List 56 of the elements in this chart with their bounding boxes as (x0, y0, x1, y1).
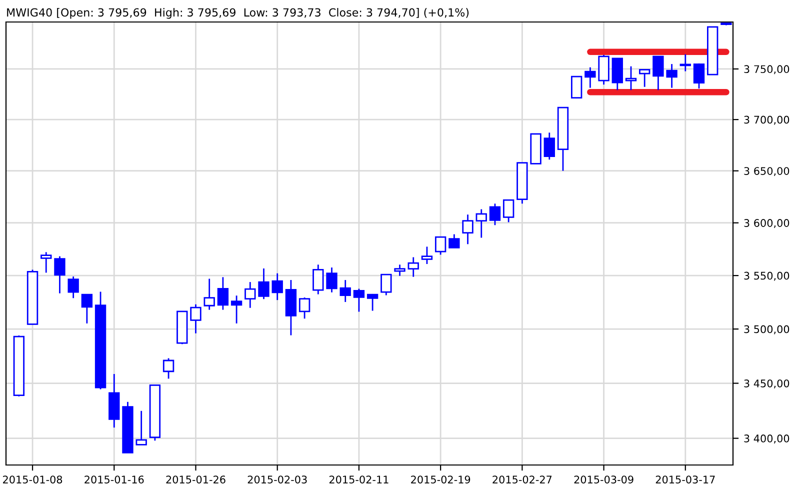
candlestick (54, 256, 66, 294)
candlestick (204, 278, 215, 310)
candlestick (366, 293, 378, 312)
candlestick (81, 294, 93, 324)
candlestick (258, 268, 270, 300)
candlestick (162, 358, 174, 380)
candlestick (408, 256, 419, 278)
candlestick (421, 246, 433, 265)
candlestick (244, 281, 256, 309)
y-tick-label: 3 450,00 (744, 379, 790, 388)
candlestick (570, 76, 582, 100)
chart-title: MWIG40 [Open: 3 795,69 High: 3 795,69 Low: 3 793,73 Close: 3 794,70] (+0,1%) (7, 8, 469, 19)
candlestick (448, 234, 460, 248)
candlestick (680, 54, 691, 72)
candlestick (394, 264, 406, 277)
candlestick (40, 251, 52, 274)
candlestick (68, 276, 79, 299)
y-tick-label: 3 700,00 (744, 116, 790, 125)
candlestick (434, 236, 446, 256)
candlestick (584, 66, 596, 88)
candlestick (217, 276, 229, 310)
candlestick (489, 202, 501, 226)
x-tick-label: 2015-02-03 (248, 476, 307, 484)
candlestick (272, 272, 283, 301)
candlestick (380, 274, 392, 296)
candlestick (544, 132, 555, 160)
y-tick-label: 3 400,00 (744, 434, 790, 444)
candlestick (190, 304, 202, 334)
candlestick (462, 214, 474, 245)
x-tick-label: 2015-01-16 (84, 476, 144, 484)
y-tick-label: 3 650,00 (744, 167, 790, 176)
candlestick (502, 199, 514, 223)
x-tick-label: 2015-02-11 (329, 476, 388, 484)
x-tick-label: 2015-01-26 (166, 476, 226, 484)
y-tick-label: 3 750,00 (744, 65, 790, 74)
candlestick (326, 266, 338, 294)
candlestick (652, 56, 664, 91)
candlestick (476, 208, 487, 238)
x-tick-label: 2015-03-09 (574, 476, 634, 484)
x-tick-label: 2015-03-17 (656, 476, 715, 484)
candlestick (312, 264, 324, 295)
candlestick (340, 279, 351, 303)
candlestick (230, 294, 242, 324)
y-tick-label: 3 550,00 (744, 272, 790, 281)
candlestick (298, 296, 310, 320)
y-tick-label: 3 600,00 (744, 219, 790, 228)
candlestick (666, 63, 678, 88)
x-tick-label: 2015-02-27 (492, 476, 552, 484)
x-tick-label: 2015-02-19 (411, 476, 470, 484)
candlestick (353, 288, 365, 312)
candlestick (136, 410, 147, 446)
y-tick-label: 3 500,00 (744, 325, 790, 334)
candlestick (639, 68, 650, 88)
candlestick (625, 66, 637, 91)
candlestick (693, 62, 705, 90)
x-tick-label: 2015-01-08 (3, 476, 62, 484)
